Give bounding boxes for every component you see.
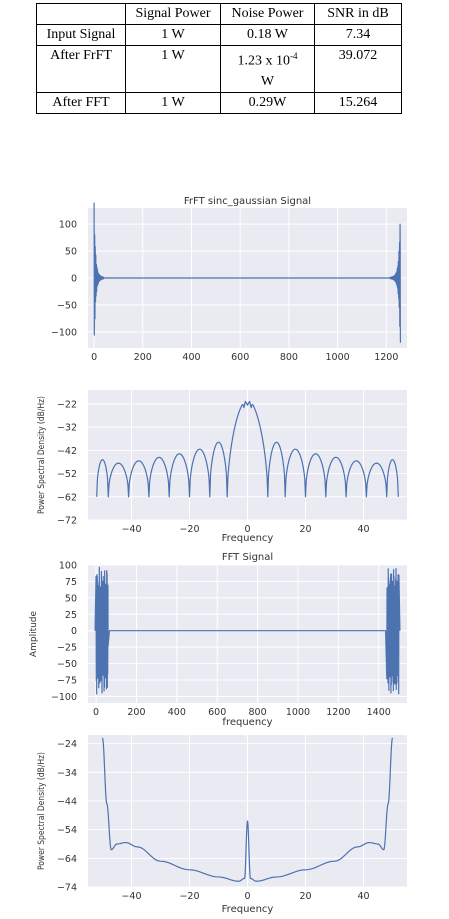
noise-power-unit: W [260, 73, 275, 89]
x-tick-label: 1400 [367, 707, 391, 718]
noise-power-exponent: -4 [290, 51, 298, 61]
x-tick-label: 400 [182, 352, 200, 363]
header-cell-noise-power: Noise Power [220, 3, 315, 25]
y-tick-label: −44 [57, 796, 77, 807]
y-tick-label: 75 [65, 577, 77, 588]
y-tick-label: −64 [57, 854, 77, 865]
x-tick-label: 40 [357, 524, 369, 535]
x-tick-label: 1200 [374, 352, 398, 363]
x-tick-label: 1000 [326, 352, 350, 363]
y-tick-label: −62 [57, 492, 77, 503]
y-axis-label: Power Spectral Density (dB/Hz) [37, 396, 47, 514]
header-cell-snr: SNR in dB [314, 3, 402, 25]
y-tick-label: −25 [57, 643, 77, 654]
signal-power-cell: 1 W [125, 45, 221, 93]
x-tick-label: 800 [280, 352, 298, 363]
x-tick-label: 20 [299, 891, 311, 902]
x-tick-label: 600 [231, 352, 249, 363]
y-tick-label: 25 [65, 610, 77, 621]
fft-signal-chart: 0 200 400 600 800 1000 1200 1400 100 75 50 25 0 −25 −5… [29, 552, 407, 728]
y-tick-label: −74 [57, 883, 77, 894]
y-tick-label: 50 [65, 593, 77, 604]
header-cell-signal-power: Signal Power [125, 3, 221, 25]
series-line [94, 566, 401, 695]
y-tick-label: −50 [57, 659, 77, 670]
snr-cell: 39.072 [314, 45, 402, 93]
x-tick-label: 0 [244, 524, 250, 535]
x-tick-label: 1000 [286, 707, 310, 718]
y-tick-label: −34 [57, 768, 77, 779]
frft-signal-chart: 0 200 400 600 800 1000 1200 100 50 0 −50 −100 FrFT s… [51, 196, 407, 363]
y-tick-label: −32 [57, 423, 77, 434]
x-tick-label: 200 [134, 352, 152, 363]
y-tick-label: 0 [71, 626, 77, 637]
signal-power-cell: 1 W [125, 24, 221, 46]
noise-power-cell: 1.23 x 10-4 W [220, 45, 315, 93]
y-tick-label: −75 [57, 676, 77, 687]
row-label: Input Signal [36, 24, 126, 46]
snr-cell: 15.264 [314, 91, 402, 114]
plot-area [88, 565, 407, 703]
y-tick-label: 50 [65, 247, 77, 258]
x-tick-label: 0 [91, 352, 97, 363]
y-tick-label: −100 [51, 327, 77, 338]
y-tick-label: −54 [57, 825, 77, 836]
row-label: After FFT [36, 91, 126, 114]
y-tick-label: −42 [57, 446, 77, 457]
x-axis-label: Frequency [222, 533, 274, 544]
x-tick-label: 1200 [326, 707, 350, 718]
x-tick-label: 800 [249, 707, 267, 718]
y-tick-label: −24 [57, 739, 77, 750]
y-axis-label: Amplitude [29, 610, 39, 657]
y-tick-label: 0 [71, 274, 77, 285]
x-tick-label: 0 [93, 707, 99, 718]
header-cell-empty [36, 3, 126, 25]
fft-psd-chart: −40 −20 0 20 40 −24 −34 −44 −54 −64 −74 Frequency Po… [37, 735, 407, 915]
table-row: Input Signal 1 W 0.18 W 7.34 [36, 24, 402, 46]
table-row: After FrFT 1 W 1.23 x 10-4 W 39.072 [36, 45, 402, 93]
x-tick-label: −40 [121, 891, 141, 902]
row-label: After FrFT [36, 45, 126, 93]
x-tick-label: 0 [244, 891, 250, 902]
table-header-row: Signal Power Noise Power SNR in dB [36, 3, 402, 25]
x-tick-label: 600 [208, 707, 226, 718]
y-tick-label: −100 [51, 692, 77, 703]
x-tick-label: −20 [179, 524, 199, 535]
frft-psd-chart: −40 −20 0 20 40 −22 −32 −42 −52 −62 −72 Frequency Po… [37, 390, 407, 544]
x-axis-label: Frequency [222, 904, 274, 915]
y-tick-label: −50 [57, 300, 77, 311]
x-tick-label: −40 [121, 524, 141, 535]
signal-power-cell: 1 W [125, 91, 221, 114]
x-tick-label: 400 [168, 707, 186, 718]
y-tick-label: −22 [57, 399, 77, 410]
y-tick-label: 100 [59, 220, 77, 231]
x-tick-label: −20 [179, 891, 199, 902]
series-line [93, 202, 402, 343]
snr-table: Signal Power Noise Power SNR in dB Input… [36, 3, 402, 114]
noise-power-cell: 0.18 W [220, 24, 315, 46]
chart-title: FrFT sinc_gaussian Signal [184, 196, 311, 207]
series-line [96, 400, 399, 498]
x-tick-label: 200 [127, 707, 145, 718]
y-tick-label: −72 [57, 516, 77, 527]
noise-power-cell: 0.29W [220, 91, 315, 114]
y-tick-label: −52 [57, 469, 77, 480]
table-row: After FFT 1 W 0.29W 15.264 [36, 91, 402, 114]
x-tick-label: 20 [299, 524, 311, 535]
series-line [101, 737, 394, 882]
chart-title: FFT Signal [222, 552, 273, 563]
snr-cell: 7.34 [314, 24, 402, 46]
x-axis-label: frequency [222, 717, 272, 728]
y-tick-label: 100 [59, 561, 77, 572]
x-tick-label: 40 [357, 891, 369, 902]
y-axis-label: Power Spectral Density (dB/Hz) [37, 752, 47, 870]
noise-power-base: 1.23 x 10 [237, 53, 291, 69]
